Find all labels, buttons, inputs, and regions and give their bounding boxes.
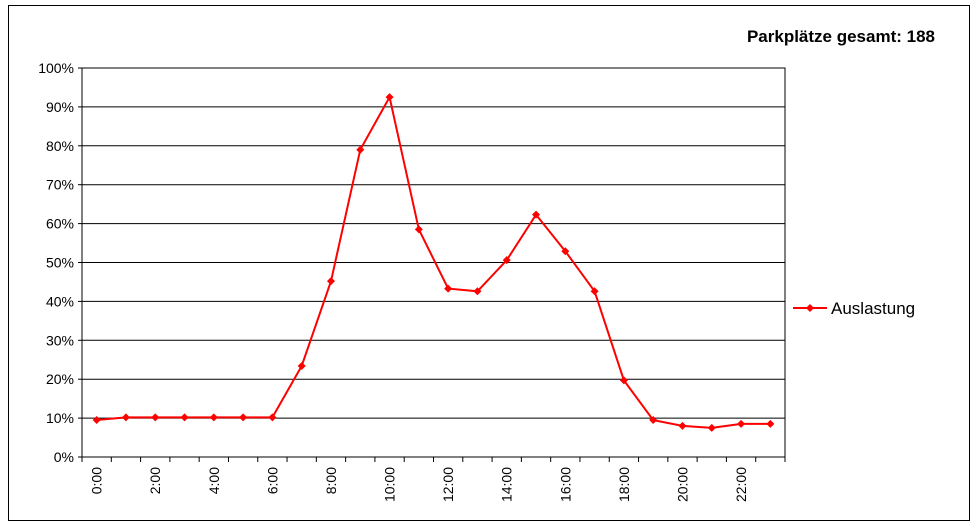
x-tick-label: 0:00	[89, 467, 105, 494]
x-tick-label: 12:00	[440, 467, 456, 502]
y-tick-label: 0%	[54, 449, 74, 465]
y-tick-label: 30%	[46, 332, 74, 348]
point	[619, 376, 628, 385]
y-tick-label: 50%	[46, 255, 74, 271]
point	[92, 416, 101, 425]
y-tick-label: 70%	[46, 177, 74, 193]
point	[297, 361, 306, 370]
point	[444, 284, 453, 293]
y-tick-label: 90%	[46, 99, 74, 115]
x-tick-label: 8:00	[323, 467, 339, 494]
y-tick-label: 100%	[38, 60, 74, 76]
point	[239, 413, 248, 422]
point	[502, 256, 511, 265]
legend-label: Auslastung	[831, 299, 915, 318]
x-tick-label: 10:00	[382, 467, 398, 502]
x-tick-label: 6:00	[264, 467, 280, 494]
chart-title: Parkplätze gesamt: 188	[747, 27, 935, 46]
y-tick-label: 40%	[46, 293, 74, 309]
point	[356, 145, 365, 154]
point	[649, 416, 658, 425]
point	[385, 93, 394, 102]
point	[707, 423, 716, 432]
point	[414, 225, 423, 234]
point	[151, 413, 160, 422]
point	[180, 413, 189, 422]
x-tick-label: 18:00	[616, 467, 632, 502]
point	[561, 247, 570, 256]
point	[678, 421, 687, 430]
y-tick-label: 60%	[46, 216, 74, 232]
x-tick-label: 4:00	[206, 467, 222, 494]
x-tick-label: 16:00	[557, 467, 573, 502]
point	[590, 287, 599, 296]
line-series	[96, 94, 771, 429]
point	[766, 419, 775, 428]
x-tick-label: 2:00	[147, 467, 163, 494]
point	[268, 413, 277, 422]
point	[121, 413, 130, 422]
y-tick-label: 20%	[46, 371, 74, 387]
y-tick-label: 80%	[46, 138, 74, 154]
point	[532, 210, 541, 219]
x-tick-label: 22:00	[733, 467, 749, 502]
point	[737, 419, 746, 428]
point	[209, 413, 218, 422]
legend-marker	[806, 304, 814, 312]
y-tick-label: 10%	[46, 410, 74, 426]
x-tick-label: 14:00	[499, 467, 515, 502]
point	[473, 287, 482, 296]
point	[326, 277, 335, 286]
x-tick-label: 20:00	[674, 467, 690, 502]
